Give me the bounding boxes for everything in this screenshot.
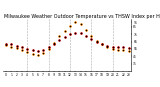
Point <box>117 49 119 50</box>
Point <box>122 47 124 48</box>
Point <box>106 45 108 47</box>
Point <box>5 43 7 44</box>
Point <box>10 44 12 45</box>
Point <box>31 50 34 51</box>
Point <box>5 45 7 46</box>
Point <box>111 46 114 47</box>
Point <box>69 33 71 35</box>
Point <box>90 39 92 40</box>
Point <box>74 32 76 33</box>
Point <box>58 36 60 37</box>
Point <box>37 51 39 52</box>
Point <box>69 25 71 27</box>
Point <box>5 45 7 46</box>
Point <box>127 48 130 49</box>
Point <box>79 33 82 34</box>
Point <box>69 25 71 27</box>
Point <box>21 49 23 50</box>
Point <box>74 32 76 33</box>
Point <box>79 24 82 25</box>
Point <box>63 36 66 38</box>
Point <box>85 29 87 30</box>
Point <box>101 44 103 45</box>
Point <box>42 50 44 51</box>
Point <box>53 42 55 44</box>
Point <box>117 47 119 48</box>
Point <box>117 47 119 48</box>
Point <box>63 30 66 32</box>
Point <box>69 33 71 35</box>
Point <box>21 49 23 50</box>
Point <box>15 45 18 47</box>
Point <box>53 42 55 44</box>
Point <box>26 51 28 53</box>
Point <box>101 44 103 45</box>
Point <box>122 47 124 48</box>
Point <box>101 44 103 45</box>
Point <box>85 29 87 30</box>
Point <box>58 39 60 41</box>
Point <box>106 47 108 48</box>
Point <box>26 51 28 53</box>
Point <box>90 35 92 36</box>
Point <box>101 44 103 45</box>
Point <box>74 21 76 23</box>
Point <box>79 24 82 25</box>
Point <box>106 45 108 47</box>
Point <box>122 50 124 51</box>
Point <box>63 30 66 32</box>
Point <box>10 46 12 47</box>
Point <box>15 48 18 49</box>
Text: Milwaukee Weather Outdoor Temperature vs THSW Index per Hour (24 Hours): Milwaukee Weather Outdoor Temperature vs… <box>4 14 160 19</box>
Point <box>21 47 23 48</box>
Point <box>42 53 44 54</box>
Point <box>31 54 34 55</box>
Point <box>15 45 18 47</box>
Point <box>15 48 18 49</box>
Point <box>106 47 108 48</box>
Point <box>111 48 114 50</box>
Point <box>31 50 34 51</box>
Point <box>95 42 98 43</box>
Point <box>10 44 12 45</box>
Point <box>58 36 60 37</box>
Point <box>63 36 66 38</box>
Point <box>90 35 92 36</box>
Point <box>37 51 39 52</box>
Point <box>74 21 76 23</box>
Point <box>127 48 130 49</box>
Point <box>122 50 124 51</box>
Point <box>26 48 28 50</box>
Point <box>42 53 44 54</box>
Point <box>58 39 60 41</box>
Point <box>90 39 92 40</box>
Point <box>26 48 28 50</box>
Point <box>53 43 55 44</box>
Point <box>53 43 55 44</box>
Point <box>85 36 87 37</box>
Point <box>10 46 12 47</box>
Point <box>85 36 87 37</box>
Point <box>47 47 50 48</box>
Point <box>42 50 44 51</box>
Point <box>47 48 50 50</box>
Point <box>5 43 7 44</box>
Point <box>111 48 114 50</box>
Point <box>95 42 98 43</box>
Point <box>21 47 23 48</box>
Point <box>79 33 82 34</box>
Point <box>95 40 98 41</box>
Point <box>95 40 98 41</box>
Point <box>127 51 130 52</box>
Point <box>111 46 114 47</box>
Point <box>47 48 50 50</box>
Point <box>37 54 39 56</box>
Point <box>37 54 39 56</box>
Point <box>47 47 50 48</box>
Point <box>127 51 130 52</box>
Point <box>31 54 34 55</box>
Point <box>117 49 119 50</box>
